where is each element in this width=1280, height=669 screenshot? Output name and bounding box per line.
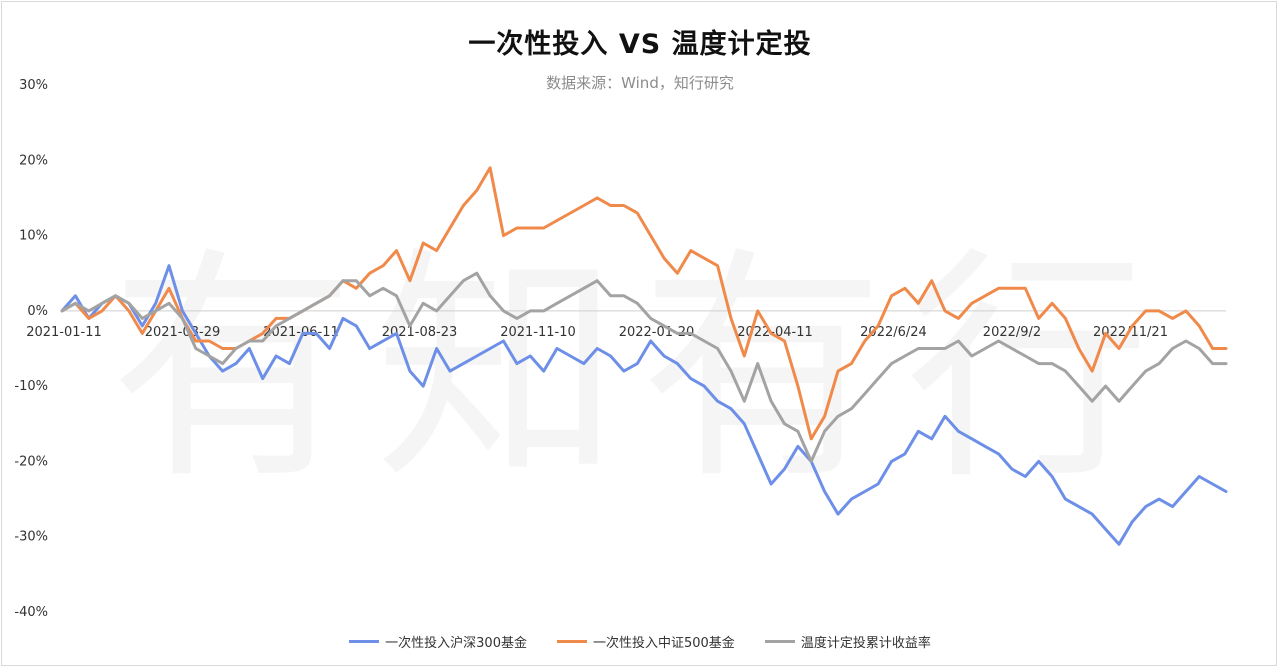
y-tick-label: -20% bbox=[14, 454, 48, 469]
x-tick-label: 2022/11/21 bbox=[1093, 325, 1168, 340]
y-tick-label: 0% bbox=[27, 304, 48, 319]
x-tick-label: 2021-11-10 bbox=[500, 325, 576, 340]
series-line-2 bbox=[60, 166, 1228, 441]
y-axis: 30% 20% 10% 0% -10% -20% -30% -40% bbox=[14, 78, 48, 620]
x-tick-label: 2021-03-29 bbox=[145, 325, 221, 340]
series-line-1 bbox=[60, 264, 1228, 546]
y-tick-label: 20% bbox=[19, 153, 48, 168]
x-axis: 2021-01-11 2021-03-29 2021-06-11 2021-08-23… bbox=[26, 310, 1226, 340]
legend-item-3: 温度计定投累计收益率 bbox=[764, 632, 931, 651]
legend-item-2: 一次性投入中证500基金 bbox=[556, 632, 735, 651]
y-tick-label: -40% bbox=[14, 605, 48, 620]
y-tick-label: 30% bbox=[19, 78, 48, 93]
legend-swatch bbox=[556, 640, 587, 643]
x-tick-label: 2021-01-11 bbox=[26, 325, 102, 340]
legend-label: 一次性投入中证500基金 bbox=[592, 636, 735, 651]
y-tick-label: -30% bbox=[14, 530, 48, 545]
x-tick-label: 2022-04-11 bbox=[737, 325, 813, 340]
x-tick-label: 2022/6/24 bbox=[860, 325, 927, 340]
chart-legend: 一次性投入沪深300基金 一次性投入中证500基金 温度计定投累计收益率 bbox=[0, 632, 1280, 651]
legend-swatch bbox=[349, 640, 380, 643]
series-lines bbox=[60, 166, 1228, 546]
legend-item-1: 一次性投入沪深300基金 bbox=[349, 632, 527, 651]
x-tick-label: 2022/9/2 bbox=[983, 325, 1041, 340]
chart-title: 一次性投入 VS 温度计定投 bbox=[468, 29, 812, 60]
y-tick-label: 10% bbox=[19, 229, 48, 244]
legend-label: 温度计定投累计收益率 bbox=[800, 636, 931, 651]
series-line-3 bbox=[60, 271, 1228, 463]
y-tick-label: -10% bbox=[14, 379, 48, 394]
chart-subtitle: 数据来源：Wind，知行研究 bbox=[546, 74, 734, 92]
x-tick-label: 2021-08-23 bbox=[382, 325, 458, 340]
x-tick-label: 2022-01-20 bbox=[619, 325, 695, 340]
legend-swatch bbox=[764, 640, 795, 643]
legend-label: 一次性投入沪深300基金 bbox=[385, 636, 527, 651]
